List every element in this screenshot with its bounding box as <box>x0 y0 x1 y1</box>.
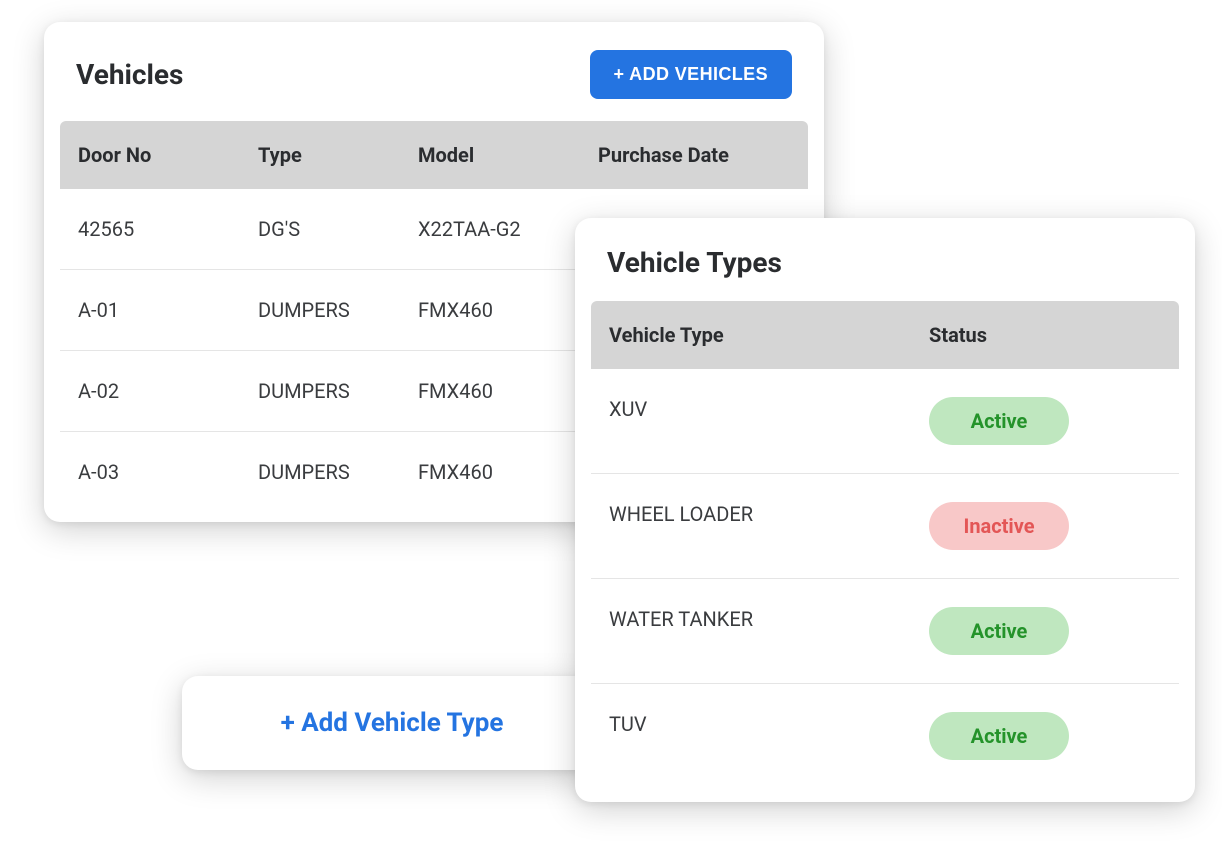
cell-type: DUMPERS <box>240 270 400 350</box>
table-row[interactable]: WATER TANKER Active <box>591 579 1179 684</box>
vehicle-types-table: Vehicle Type Status XUV Active WHEEL LOA… <box>591 301 1179 788</box>
cell-door-no: 42565 <box>60 189 240 269</box>
cell-model: FMX460 <box>400 270 580 350</box>
table-row[interactable]: XUV Active <box>591 369 1179 474</box>
vehicles-card-header: Vehicles + ADD VEHICLES <box>44 50 824 121</box>
cell-door-no: A-01 <box>60 270 240 350</box>
cell-status: Active <box>911 579 1151 683</box>
cell-type: DUMPERS <box>240 432 400 512</box>
table-row[interactable]: TUV Active <box>591 684 1179 788</box>
status-badge: Active <box>929 607 1069 655</box>
add-vehicle-type-button[interactable]: + Add Vehicle Type <box>281 708 504 738</box>
column-header-purchase-date: Purchase Date <box>580 121 780 189</box>
cell-door-no: A-02 <box>60 351 240 431</box>
cell-door-no: A-03 <box>60 432 240 512</box>
cell-vehicle-type: WHEEL LOADER <box>591 474 911 578</box>
cell-type: DG'S <box>240 189 400 269</box>
cell-vehicle-type: WATER TANKER <box>591 579 911 683</box>
vehicle-types-title: Vehicle Types <box>607 246 1163 279</box>
cell-vehicle-type: XUV <box>591 369 911 473</box>
vehicle-types-table-body: XUV Active WHEEL LOADER Inactive WATER T… <box>591 369 1179 788</box>
cell-vehicle-type: TUV <box>591 684 911 788</box>
add-vehicles-button[interactable]: + ADD VEHICLES <box>590 50 792 99</box>
vehicles-title: Vehicles <box>76 58 183 91</box>
vehicles-table-header: Door No Type Model Purchase Date <box>60 121 808 189</box>
vehicle-types-card: Vehicle Types Vehicle Type Status XUV Ac… <box>575 218 1195 802</box>
cell-type: DUMPERS <box>240 351 400 431</box>
cell-model: FMX460 <box>400 432 580 512</box>
cell-status: Active <box>911 369 1151 473</box>
column-header-vehicle-type: Vehicle Type <box>591 301 911 369</box>
vehicle-types-table-header: Vehicle Type Status <box>591 301 1179 369</box>
column-header-type: Type <box>240 121 400 189</box>
cell-status: Active <box>911 684 1151 788</box>
column-header-status: Status <box>911 301 1151 369</box>
status-badge: Inactive <box>929 502 1069 550</box>
cell-model: FMX460 <box>400 351 580 431</box>
status-badge: Active <box>929 397 1069 445</box>
status-badge: Active <box>929 712 1069 760</box>
column-header-model: Model <box>400 121 580 189</box>
column-header-door-no: Door No <box>60 121 240 189</box>
vehicle-types-card-header: Vehicle Types <box>575 246 1195 301</box>
table-row[interactable]: WHEEL LOADER Inactive <box>591 474 1179 579</box>
cell-model: X22TAA-G2 <box>400 189 580 269</box>
add-vehicle-type-card: + Add Vehicle Type <box>182 676 602 770</box>
cell-status: Inactive <box>911 474 1151 578</box>
